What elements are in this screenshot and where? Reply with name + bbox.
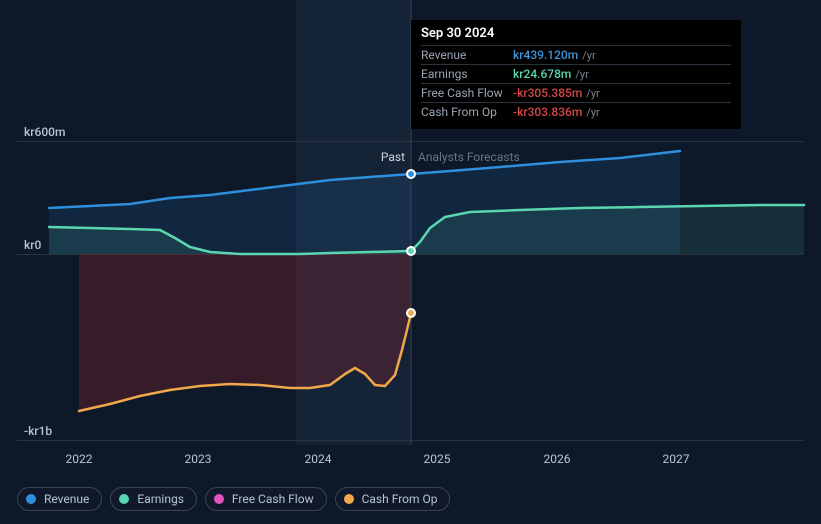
tooltip-metric-value: -kr305.385m [513,86,582,100]
tooltip-metric-label: Cash From Op [421,105,513,119]
tooltip-metric-value: kr24.678m [513,67,571,81]
legend-item-earnings[interactable]: Earnings [110,487,197,511]
tooltip-metric-unit: /yr [586,87,599,100]
x-axis-label: 2022 [66,452,93,466]
legend-item-cash_from_op[interactable]: Cash From Op [335,487,451,511]
legend-item-revenue[interactable]: Revenue [17,487,102,511]
tooltip-metric-unit: /yr [575,68,588,81]
cash_from_op-marker [406,308,416,318]
tooltip-metric-value: kr439.120m [513,48,578,62]
legend-label: Cash From Op [362,492,438,506]
y-axis-label: kr0 [24,238,41,252]
forecast-label: Analysts Forecasts [418,150,520,164]
tooltip: Sep 30 2024 Revenuekr439.120m/yrEarnings… [411,20,741,129]
revenue-marker [406,169,416,179]
past-label: Past [381,150,405,164]
tooltip-metric-unit: /yr [582,49,595,62]
legend-label: Revenue [44,492,89,506]
legend-item-free_cash_flow[interactable]: Free Cash Flow [205,487,327,511]
free_cash_flow-swatch-icon [214,494,224,504]
cash_from_op-swatch-icon [344,494,354,504]
x-axis-label: 2026 [544,452,571,466]
revenue-swatch-icon [26,494,36,504]
tooltip-row: Free Cash Flow-kr305.385m/yr [421,83,731,102]
tooltip-metric-unit: /yr [586,106,599,119]
x-axis-label: 2027 [663,452,690,466]
legend-label: Free Cash Flow [232,492,314,506]
tooltip-metric-label: Earnings [421,67,513,81]
tooltip-row: Revenuekr439.120m/yr [421,45,731,64]
y-axis-label: -kr1b [24,424,52,438]
legend-label: Earnings [137,492,184,506]
tooltip-row: Earningskr24.678m/yr [421,64,731,83]
y-axis-label: kr600m [24,125,65,139]
legend: Revenue Earnings Free Cash Flow Cash From O… [17,487,450,511]
tooltip-metric-value: -kr303.836m [513,105,582,119]
tooltip-row: Cash From Op-kr303.836m/yr [421,102,731,121]
tooltip-metric-label: Free Cash Flow [421,86,513,100]
x-axis-label: 2025 [424,452,451,466]
tooltip-rows: Revenuekr439.120m/yrEarningskr24.678m/yr… [421,45,731,121]
financial-forecast-chart: kr600m kr0 -kr1b Past Analysts Forecasts 2… [0,0,821,524]
x-axis-label: 2024 [305,452,332,466]
tooltip-date: Sep 30 2024 [421,26,731,45]
earnings-marker [406,246,416,256]
x-axis-label: 2023 [185,452,212,466]
tooltip-metric-label: Revenue [421,48,513,62]
earnings-swatch-icon [119,494,129,504]
